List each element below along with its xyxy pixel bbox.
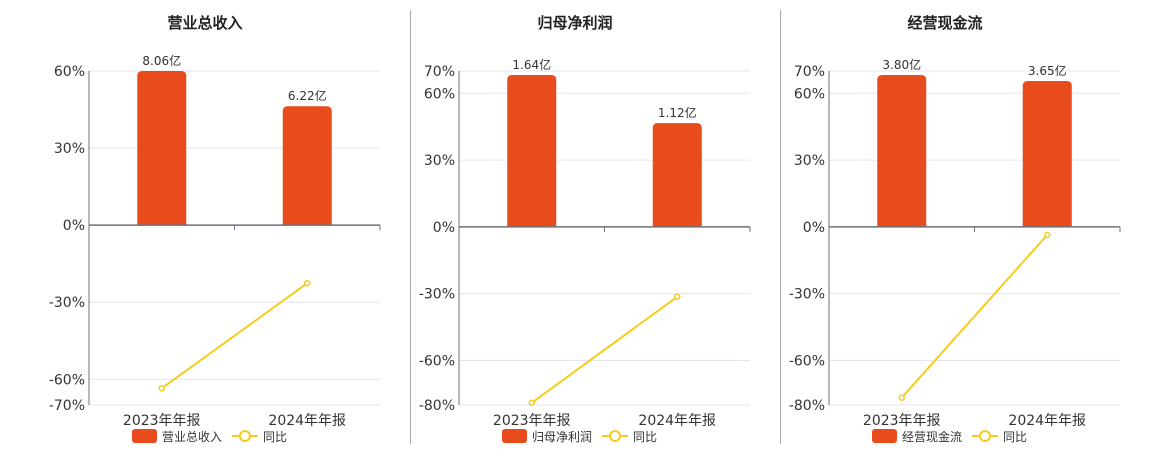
bar [137,71,187,226]
y-tick-label: -30% [789,287,825,303]
legend-bar-label: 归母净利润 [532,430,592,444]
bar [877,75,927,227]
y-tick-label: 60% [794,86,825,102]
y-tick-label: 30% [424,153,455,169]
bar [652,123,702,227]
line-point [304,279,311,287]
legend-bar-swatch [132,429,157,443]
x-tick-label: 2024年年报 [1008,413,1086,429]
line-series [531,295,678,404]
x-tick-label: 2023年年报 [493,413,571,429]
line-point [1044,231,1051,239]
bar [1022,81,1072,227]
y-tick-label: 30% [54,141,85,157]
legend-line-marker [239,430,251,442]
bar-data-label: 3.80亿 [882,57,921,72]
y-tick-label: 30% [794,153,825,169]
bar-data-label: 6.22亿 [288,88,327,103]
chart-title: 营业总收入 [167,14,243,32]
legend-bar-swatch [502,429,527,443]
x-tick-label: 2023年年报 [863,413,941,429]
legend-line-label: 同比 [633,430,657,444]
legend-bar-label: 营业总收入 [162,430,222,444]
legend-line-marker [979,430,991,442]
chart-revenue: 60% 30% 0% -30% -60% -70% 8.06亿 6.22亿 2023年年报 202… [49,53,381,444]
x-tick-label: 2023年年报 [123,413,201,429]
bar-data-label: 8.06亿 [142,53,181,68]
y-tick-label: 70% [424,64,455,80]
chart-title: 归母净利润 [537,14,613,32]
y-tick-label: 60% [424,86,455,102]
line-point [528,399,535,407]
bar-data-label: 1.64亿 [512,57,551,72]
y-tick-label: 0% [433,220,455,236]
y-tick-label: 60% [54,64,85,80]
bar-data-label: 3.65亿 [1028,63,1067,78]
y-tick-label: -80% [419,398,455,414]
y-tick-label: -70% [49,398,85,414]
y-tick-label: -30% [419,287,455,303]
y-tick-label: 0% [63,218,85,234]
line-series [901,234,1048,399]
divider [410,10,411,444]
chart-cash-flow: 70% 60% 30% 0% -30% -60% -80% 3.80亿 3.65亿 2023年年报… [789,57,1121,444]
legend-bar-label: 经营现金流 [902,429,962,444]
line-point [898,394,905,401]
legend-line-label: 同比 [263,430,287,444]
chart-title: 经营现金流 [907,14,983,32]
y-tick-label: -60% [789,353,825,369]
chart-panel-revenue: 营业总收入 60% 30% 0% -30% -60% -70% 8.06亿 6.22亿 2023… [20,0,390,450]
y-tick-label: 70% [794,64,825,80]
y-tick-label: -80% [789,398,825,414]
bar [507,75,557,227]
x-tick-label: 2024年年报 [638,413,716,429]
y-tick-label: -30% [49,295,85,311]
legend-bar-swatch [872,429,897,443]
chart-panel-net-profit: 归母净利润 70% 60% 30% 0% -30% -60% -80% 1.64亿 1.12亿 2… [390,0,760,450]
bar [282,106,332,226]
y-tick-label: -60% [419,353,455,369]
chart-net-profit: 70% 60% 30% 0% -30% -60% -80% 1.64亿 1.12亿 2023年年报… [419,57,751,444]
legend-line-label: 同比 [1003,430,1027,444]
line-point [158,385,165,392]
line-series [161,282,308,390]
y-tick-label: -60% [49,372,85,388]
chart-panel-cash-flow: 经营现金流 70% 60% 30% 0% -30% -60% -80% 3.80亿 3.65亿 2… [760,0,1130,450]
divider [780,10,781,444]
legend-line-marker [609,430,621,442]
bar-data-label: 1.12亿 [658,105,697,120]
x-tick-label: 2024年年报 [268,413,346,429]
y-tick-label: 0% [803,220,825,236]
line-point [674,293,681,301]
